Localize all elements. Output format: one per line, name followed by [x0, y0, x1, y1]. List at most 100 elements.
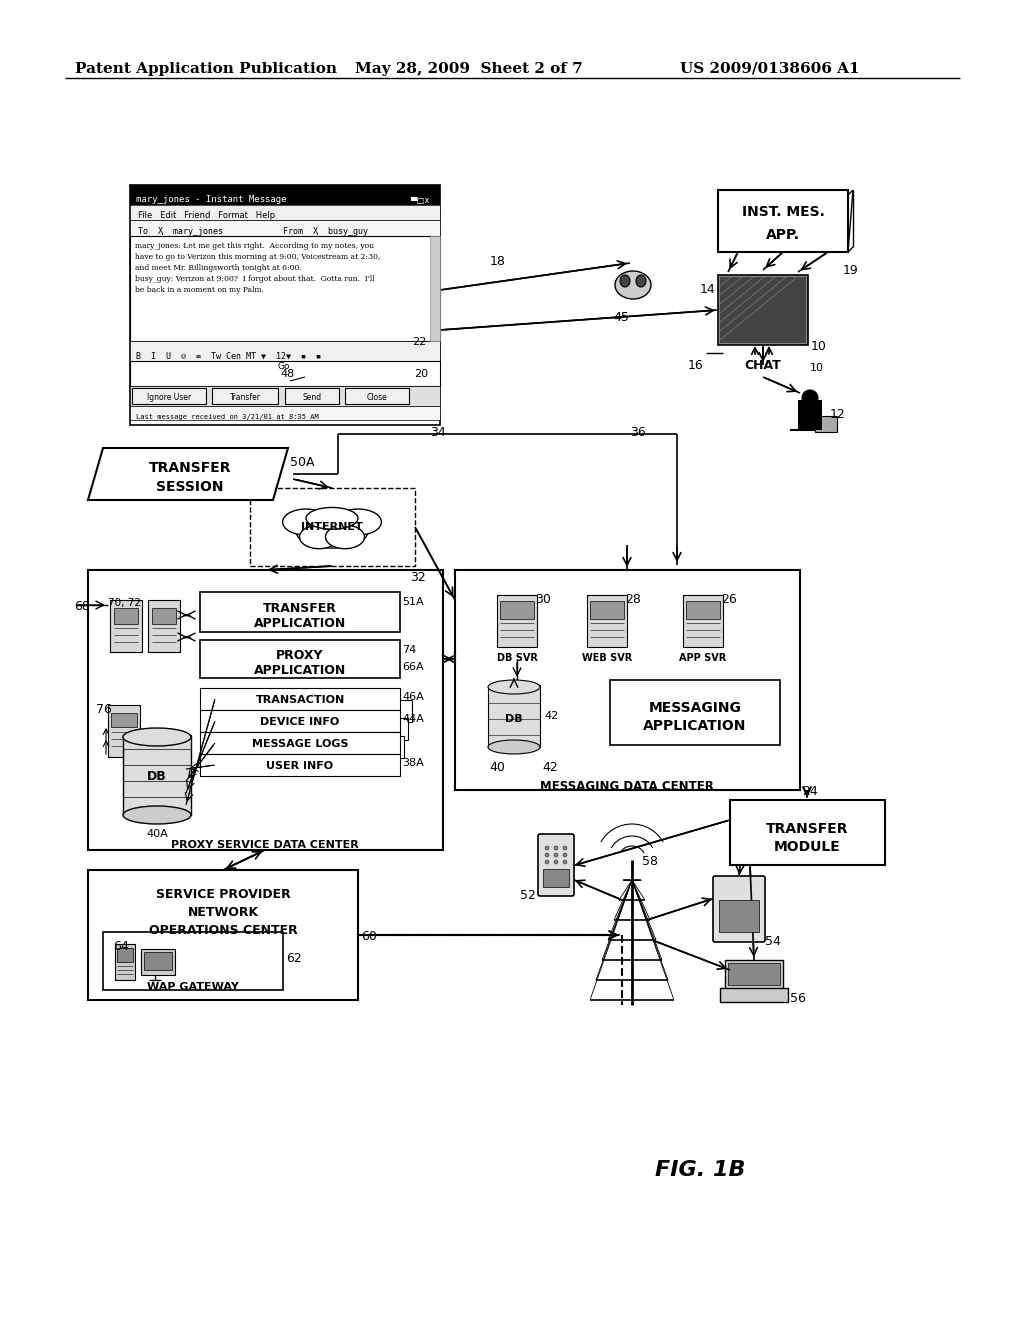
FancyBboxPatch shape: [130, 205, 440, 220]
FancyBboxPatch shape: [718, 190, 848, 252]
FancyBboxPatch shape: [430, 236, 440, 341]
FancyBboxPatch shape: [798, 400, 822, 430]
FancyBboxPatch shape: [108, 705, 140, 756]
FancyBboxPatch shape: [200, 688, 400, 710]
FancyBboxPatch shape: [730, 800, 885, 865]
Text: 66A: 66A: [402, 663, 424, 672]
FancyBboxPatch shape: [148, 601, 180, 652]
Text: 68: 68: [74, 601, 90, 612]
Text: May 28, 2009  Sheet 2 of 7: May 28, 2009 Sheet 2 of 7: [355, 62, 583, 77]
Ellipse shape: [299, 525, 339, 549]
Ellipse shape: [802, 389, 818, 407]
Text: US 2009/0138606 A1: US 2009/0138606 A1: [680, 62, 859, 77]
Text: 48: 48: [280, 370, 294, 379]
Circle shape: [554, 861, 558, 865]
Text: TRANSFER
APPLICATION: TRANSFER APPLICATION: [254, 602, 346, 630]
Text: 10: 10: [810, 363, 824, 374]
Text: INST. MES.: INST. MES.: [741, 205, 824, 219]
Text: TRANSACTION: TRANSACTION: [255, 696, 345, 705]
Ellipse shape: [306, 507, 358, 529]
Text: PROXY
APPLICATION: PROXY APPLICATION: [254, 649, 346, 677]
FancyBboxPatch shape: [250, 488, 415, 566]
FancyBboxPatch shape: [141, 949, 175, 975]
Text: 19: 19: [843, 264, 859, 277]
Text: Transfer: Transfer: [229, 392, 260, 401]
FancyBboxPatch shape: [610, 680, 780, 744]
Text: 18: 18: [490, 255, 506, 268]
Ellipse shape: [296, 516, 368, 548]
FancyBboxPatch shape: [117, 948, 133, 962]
Text: NETWORK: NETWORK: [187, 906, 259, 919]
Text: 16: 16: [688, 359, 703, 372]
Text: 36: 36: [630, 426, 646, 440]
FancyBboxPatch shape: [132, 388, 206, 404]
Text: DB SVR: DB SVR: [497, 653, 538, 663]
FancyBboxPatch shape: [88, 570, 443, 850]
Text: 67A: 67A: [733, 876, 758, 890]
Ellipse shape: [283, 510, 330, 535]
Text: File   Edit   Friend   Format   Help: File Edit Friend Format Help: [138, 211, 275, 220]
Text: 50A: 50A: [290, 455, 314, 469]
FancyBboxPatch shape: [728, 964, 780, 985]
FancyBboxPatch shape: [130, 341, 440, 360]
Text: APP SVR: APP SVR: [679, 653, 727, 663]
FancyBboxPatch shape: [114, 609, 138, 624]
Text: APP.: APP.: [766, 228, 800, 242]
Text: WEB SVR: WEB SVR: [582, 653, 632, 663]
Text: 38A: 38A: [402, 758, 424, 768]
FancyBboxPatch shape: [587, 595, 627, 647]
Text: PROXY SERVICE DATA CENTER: PROXY SERVICE DATA CENTER: [171, 840, 358, 850]
Text: 10: 10: [811, 341, 826, 352]
Text: 14: 14: [700, 282, 716, 296]
Polygon shape: [88, 447, 288, 500]
Ellipse shape: [488, 741, 540, 754]
Circle shape: [545, 861, 549, 865]
Text: B  I  U  ☺  ≡  Tw Cen MT ▼  12▼  ◾  ◾: B I U ☺ ≡ Tw Cen MT ▼ 12▼ ◾ ◾: [136, 351, 321, 360]
FancyBboxPatch shape: [115, 944, 135, 979]
FancyBboxPatch shape: [110, 601, 142, 652]
FancyBboxPatch shape: [686, 601, 720, 619]
Text: 28: 28: [625, 593, 641, 606]
FancyBboxPatch shape: [123, 735, 191, 814]
Text: 12: 12: [830, 408, 846, 421]
FancyBboxPatch shape: [683, 595, 723, 647]
Text: FIG. 1B: FIG. 1B: [654, 1160, 745, 1180]
Text: Send: Send: [302, 392, 322, 401]
FancyBboxPatch shape: [200, 710, 400, 733]
Text: Patent Application Publication: Patent Application Publication: [75, 62, 337, 77]
FancyBboxPatch shape: [718, 275, 808, 345]
FancyBboxPatch shape: [345, 388, 409, 404]
Text: Last message received on 3/21/01 at 8:35 AM: Last message received on 3/21/01 at 8:35…: [136, 414, 318, 420]
FancyBboxPatch shape: [500, 601, 534, 619]
Text: 42: 42: [544, 711, 558, 721]
FancyBboxPatch shape: [285, 388, 339, 404]
FancyBboxPatch shape: [204, 737, 404, 758]
FancyBboxPatch shape: [543, 869, 569, 887]
Text: To  Ҳ  mary_jones            From  Ҳ  busy_guy: To Ҳ mary_jones From Ҳ busy_guy: [138, 227, 368, 236]
Text: USER INFO: USER INFO: [266, 762, 334, 771]
Circle shape: [563, 853, 567, 857]
Text: 76: 76: [96, 704, 112, 715]
FancyBboxPatch shape: [111, 713, 137, 727]
FancyBboxPatch shape: [130, 185, 440, 425]
Text: MESSAGE LOGS: MESSAGE LOGS: [252, 739, 348, 748]
FancyBboxPatch shape: [130, 360, 440, 385]
Ellipse shape: [326, 525, 365, 549]
Text: TRANSFER
MODULE: TRANSFER MODULE: [766, 822, 848, 854]
FancyBboxPatch shape: [130, 236, 440, 341]
FancyBboxPatch shape: [152, 609, 176, 624]
Circle shape: [545, 853, 549, 857]
Text: 51A: 51A: [402, 597, 424, 607]
FancyBboxPatch shape: [200, 754, 400, 776]
FancyBboxPatch shape: [455, 570, 800, 789]
Text: 58: 58: [642, 855, 658, 869]
Text: 74: 74: [402, 645, 416, 655]
Text: Go: Go: [278, 362, 290, 371]
FancyBboxPatch shape: [725, 960, 783, 990]
FancyBboxPatch shape: [815, 416, 837, 432]
FancyBboxPatch shape: [538, 834, 574, 896]
FancyBboxPatch shape: [130, 407, 440, 420]
FancyBboxPatch shape: [200, 591, 400, 632]
Ellipse shape: [488, 680, 540, 694]
Text: DB: DB: [147, 771, 167, 784]
